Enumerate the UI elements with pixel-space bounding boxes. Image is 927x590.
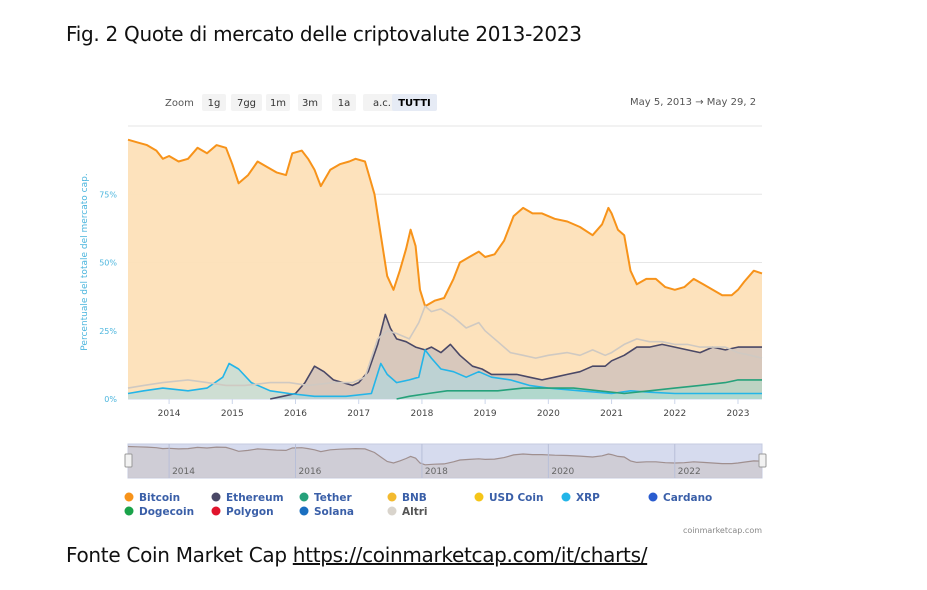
legend-label[interactable]: Cardano (663, 492, 712, 504)
x-tick-label: 2017 (347, 409, 370, 419)
x-tick-label: 2021 (600, 409, 623, 419)
legend-marker[interactable] (299, 492, 309, 502)
legend-item-ethereum[interactable]: Ethereum (211, 492, 284, 504)
legend-label[interactable]: Ethereum (226, 492, 284, 504)
legend: Bitcoin Ethereum Tether BNB USD Coin XRP Carda… (124, 492, 713, 518)
legend-marker[interactable] (124, 506, 134, 516)
x-tick-label: 2015 (221, 409, 244, 419)
figure-title: Fig. 2 Quote di mercato delle criptovalu… (66, 22, 582, 46)
navigator-tick-label: 2016 (299, 467, 322, 477)
zoom-label: Zoom (165, 98, 194, 109)
zoom-toolbar: Zoom 1g 7gg 1m 3m 1a a.c. TUTTI May 5, 2013 → Ma… (165, 94, 756, 111)
zoom-button-3m[interactable]: 3m (298, 94, 322, 111)
legend-marker[interactable] (299, 506, 309, 516)
legend-marker[interactable] (648, 492, 658, 502)
zoom-button-1m[interactable]: 1m (266, 94, 290, 111)
zoom-button-1a[interactable]: 1a (332, 94, 356, 111)
legend-marker[interactable] (211, 492, 221, 502)
zoom-button-label[interactable]: a.c. (373, 98, 391, 109)
xrp-area (128, 349, 762, 399)
x-tick-label: 2020 (537, 409, 560, 419)
zoom-button-bg[interactable] (202, 94, 226, 111)
legend-item-cardano[interactable]: Cardano (648, 492, 713, 504)
legend-item-bitcoin[interactable]: Bitcoin (124, 492, 181, 504)
y-tick-label: 75% (99, 190, 117, 199)
legend-item-dogecoin[interactable]: Dogecoin (124, 506, 195, 518)
legend-item-altri[interactable]: Altri (387, 506, 428, 518)
navigator-line (127, 445, 763, 466)
legend-marker[interactable] (387, 492, 397, 502)
legend-item-usd-coin[interactable]: USD Coin (474, 492, 544, 504)
legend-marker[interactable] (211, 506, 221, 516)
legend-marker[interactable] (124, 492, 134, 502)
navigator-tick-label: 2018 (425, 467, 448, 477)
y-axis-label: Percentuale del totale del mercato cap. (80, 173, 90, 350)
legend-label[interactable]: XRP (576, 492, 600, 504)
bitcoin-area (128, 139, 762, 399)
legend-label[interactable]: Dogecoin (139, 506, 194, 518)
zoom-button-7gg[interactable]: 7gg (231, 94, 262, 111)
legend-marker[interactable] (474, 492, 484, 502)
zoom-button-bg[interactable] (363, 94, 401, 111)
legend-label[interactable]: Bitcoin (139, 492, 180, 504)
zoom-button-ac[interactable]: a.c. (363, 94, 401, 111)
tether-line (396, 379, 762, 400)
navigator-handle-left[interactable] (124, 453, 133, 468)
plot-area: 0% 25% 50% 75% Percentuale del totale del me… (80, 125, 763, 419)
watermark: coinmarketcap.com (683, 526, 762, 535)
legend-label[interactable]: USD Coin (489, 492, 543, 504)
altri-line (127, 305, 763, 389)
x-tick-label: 2014 (158, 409, 181, 419)
legend-item-polygon[interactable]: Polygon (211, 506, 274, 518)
zoom-button-bg[interactable] (332, 94, 356, 111)
date-range: May 5, 2013 → May 29, 2 (630, 97, 756, 108)
zoom-button-label[interactable]: 1m (270, 98, 286, 109)
source-line: Fonte Coin Market Cap https://coinmarket… (66, 543, 647, 567)
legend-marker[interactable] (387, 506, 397, 516)
legend-label[interactable]: BNB (402, 492, 427, 504)
legend-item-xrp[interactable]: XRP (561, 492, 601, 504)
ethereum-line (270, 313, 762, 400)
legend-item-solana[interactable]: Solana (299, 506, 355, 518)
zoom-button-label[interactable]: 1a (338, 98, 351, 109)
zoom-button-label[interactable]: 1g (208, 98, 221, 109)
legend-label[interactable]: Solana (314, 506, 354, 518)
y-tick-label: 50% (99, 259, 117, 268)
zoom-button-bg[interactable] (266, 94, 290, 111)
legend-marker[interactable] (561, 492, 571, 502)
zoom-button-bg[interactable] (298, 94, 322, 111)
zoom-button-label[interactable]: 3m (302, 98, 318, 109)
y-tick-label: 0% (104, 395, 117, 404)
xrp-line (127, 349, 762, 398)
x-tick-label: 2023 (727, 409, 750, 419)
zoom-button-tutti[interactable]: TUTTI (392, 94, 437, 111)
navigator-tick-label: 2020 (551, 467, 574, 477)
x-tick-label: 2018 (410, 409, 433, 419)
zoom-button-1g[interactable]: 1g (202, 94, 226, 111)
navigator-tick-label: 2022 (678, 467, 701, 477)
x-tick-label: 2019 (474, 409, 497, 419)
zoom-button-bg[interactable] (231, 94, 262, 111)
legend-item-bnb[interactable]: BNB (387, 492, 427, 504)
x-tick-label: 2016 (284, 409, 307, 419)
navigator-handle-right[interactable] (758, 453, 767, 468)
source-link[interactable]: https://coinmarketcap.com/it/charts/ (292, 543, 648, 567)
range-navigator[interactable]: 2014 2016 2018 2020 2022 (124, 443, 767, 479)
legend-label[interactable]: Tether (314, 492, 353, 504)
x-tick-label: 2022 (663, 409, 686, 419)
navigator-tick-label: 2014 (172, 467, 195, 477)
y-tick-label: 25% (99, 327, 117, 336)
zoom-button-label[interactable]: 7gg (237, 98, 256, 109)
legend-label[interactable]: Altri (402, 506, 428, 518)
zoom-button-bg[interactable] (392, 94, 437, 111)
legend-item-tether[interactable]: Tether (299, 492, 353, 504)
zoom-button-label[interactable]: TUTTI (398, 98, 431, 109)
ethereum-area (270, 314, 762, 399)
source-prefix: Fonte Coin Market Cap (66, 543, 293, 567)
legend-label[interactable]: Polygon (226, 506, 274, 518)
navigator-area (128, 446, 762, 478)
